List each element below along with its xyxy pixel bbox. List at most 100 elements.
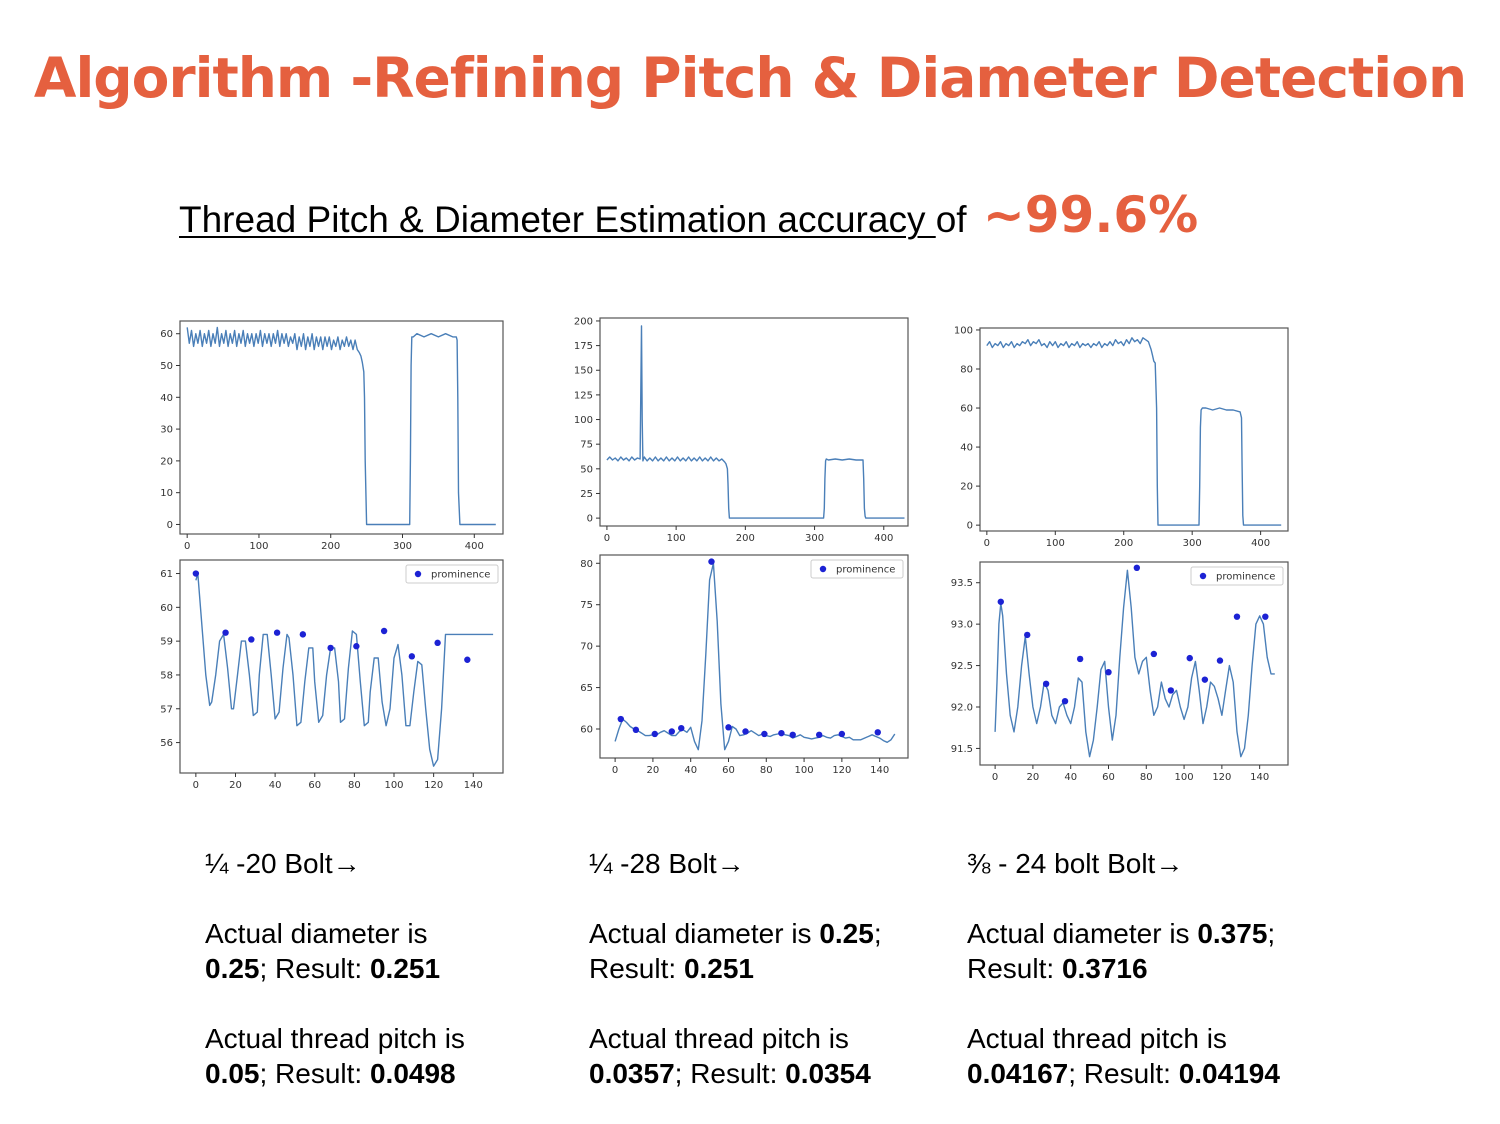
y-tick-label: 175 [574,341,593,352]
plot-area [979,327,1289,532]
y-tick-label: 91.5 [951,744,973,755]
y-tick-label: 50 [580,464,593,475]
x-tick-label: 20 [1027,772,1040,783]
pitch-measured: 0.04194 [1178,1058,1280,1089]
peaks-chart-quarter-20: 0 20 40 60 80 100 120 140 56 57 58 59 60 61 prominence [160,559,504,791]
pitch-result: Actual thread pitch is 0.04167; Result: … [967,1021,1317,1091]
prominence-point [222,629,229,636]
y-tick-label: 100 [574,415,593,426]
prominence-point [778,729,785,737]
prominence-point [1150,650,1158,658]
y-tick-label: 75 [580,440,593,451]
diameter-actual: 0.25 [819,918,874,949]
x-tick-label: 60 [722,765,735,776]
x-tick-label: 100 [1046,538,1065,549]
peaks-chart-quarter-28: 0 20 40 60 80 100 120 140 60 65 70 75 80 prominence [580,554,909,776]
diameter-result: Actual diameter is 0.25; Result: 0.251 [205,916,505,986]
plot-area [599,554,909,759]
diameter-result: Actual diameter is 0.375; Result: 0.3716 [967,916,1317,986]
x-tick-label: 80 [348,780,361,791]
prominence-point [464,656,471,663]
y-tick-label: 65 [580,683,593,694]
prominence-point [299,631,307,638]
x-tick-label: 20 [647,765,660,776]
prominence-point [651,730,658,738]
profile-chart-quarter-28: 0 100 200 300 400 0 25 50 75 100 125 150 175 200 [574,316,909,544]
y-tick-label: 60 [960,404,973,415]
prominence-point [632,726,640,734]
diameter-measured: 0.251 [683,953,755,984]
prominence-point [678,724,685,732]
y-tick-label: 150 [574,366,593,377]
y-tick-label: 10 [160,488,173,499]
legend [810,559,904,579]
x-tick-label: 200 [736,533,755,544]
x-tick-label: 100 [667,533,686,544]
y-tick-label: 0 [167,520,173,531]
x-tick-label: 120 [424,780,443,791]
y-tick-label: 40 [960,443,973,454]
pitch-label: Actual thread pitch is [967,1023,1227,1054]
legend-label: prominence [1216,572,1275,583]
x-tick-label: 40 [269,780,282,791]
pitch-measured: 0.0498 [369,1058,456,1089]
series-line [986,337,1282,526]
x-tick-label: 40 [684,765,697,776]
accuracy-headline-label: Thread Pitch & Diameter Estimation accur… [179,199,936,240]
y-tick-label: 93.5 [951,578,973,589]
x-tick-label: 60 [308,780,321,791]
prominence-point [668,728,676,735]
prominence-point [1061,698,1069,705]
x-tick-label: 300 [1183,538,1202,549]
y-tick-label: 60 [580,725,593,736]
prominence-point [1167,687,1175,694]
diameter-label: Actual diameter is [967,918,1198,949]
plot-area [979,561,1289,766]
prominence-point [838,730,846,738]
x-tick-label: 0 [984,538,990,549]
pitch-result: Actual thread pitch is 0.0357; Result: 0… [589,1021,929,1091]
y-tick-label: 40 [160,393,173,404]
x-tick-label: 200 [321,541,340,552]
x-tick-label: 140 [464,780,483,791]
prominence-point [353,643,360,650]
pitch-result: Actual thread pitch is 0.05; Result: 0.0… [205,1021,505,1091]
y-tick-label: 92.0 [951,703,973,714]
prominence-point [1024,631,1031,639]
pitch-measured: 0.0354 [785,1058,871,1089]
y-tick-label: 100 [954,325,973,336]
x-tick-label: 400 [1251,538,1270,549]
prominence-point [380,627,388,635]
y-tick-label: 0 [967,521,973,532]
prominence-point [1233,613,1241,620]
x-tick-label: 300 [805,533,824,544]
y-tick-label: 0 [587,514,593,525]
x-tick-label: 100 [1175,772,1194,783]
pitch-actual: 0.0357 [589,1058,675,1089]
diameter-sep: ; Result: [259,953,370,984]
result-three-eighths-24: ⅜ - 24 bolt Bolt→ Actual diameter is 0.3… [967,846,1317,1091]
x-tick-label: 0 [604,533,610,544]
y-tick-label: 75 [580,600,593,611]
y-tick-label: 59 [160,637,173,648]
diameter-measured: 0.3716 [1061,953,1148,984]
y-tick-label: 56 [160,738,173,749]
x-tick-label: 80 [760,765,773,776]
prominence-point [725,724,732,731]
x-tick-label: 100 [249,541,268,552]
profile-chart-three-eighths-24: 0 100 200 300 400 0 20 40 60 80 100 [954,325,1289,549]
y-tick-label: 61 [160,569,173,580]
prominence-point [1105,669,1112,676]
legend-marker [819,565,827,573]
prominence-point [742,728,749,735]
x-tick-label: 200 [1114,538,1133,549]
pitch-sep: ; Result: [674,1058,786,1089]
plot-area [599,317,909,527]
x-tick-label: 20 [229,780,242,791]
accuracy-headline-of: of [935,199,977,240]
bolt-label: ¼ -28 Bolt→ [589,848,745,879]
pitch-actual: 0.05 [205,1058,260,1089]
x-tick-label: 120 [1212,772,1231,783]
series-line [195,572,494,767]
prominence-point [434,639,441,647]
